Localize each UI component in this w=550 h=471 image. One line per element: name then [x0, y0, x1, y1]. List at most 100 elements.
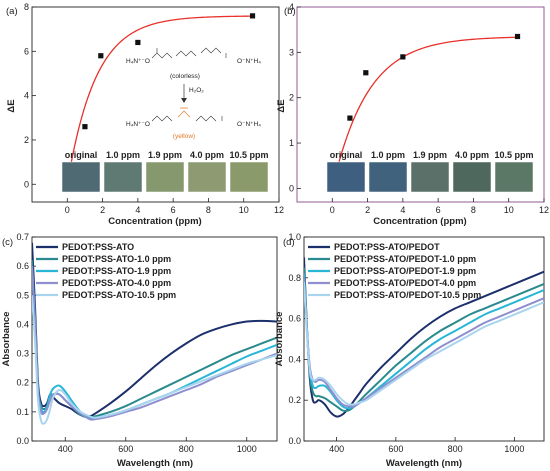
- x-tick-label: 12: [539, 205, 549, 215]
- inset-bottom-peroxo-bonds: [177, 107, 191, 118]
- swatch-label: original: [65, 150, 98, 160]
- legend-label: PEDOT:PSS-ATO: [62, 242, 134, 252]
- data-point: [98, 53, 104, 59]
- x-tick-label: 400: [329, 444, 344, 454]
- panel-d-x-axis-label: Wavelength (nm): [386, 458, 462, 469]
- panel-b-color-swatches: original 1.0 ppm 1.9 ppm 4.0 ppm 10.5 ppm: [326, 150, 534, 193]
- x-tick-label: 800: [448, 444, 463, 454]
- x-tick-label: 8: [206, 205, 211, 215]
- x-tick-label: 800: [179, 444, 194, 454]
- y-tick-label: 0: [289, 183, 294, 193]
- panel-d: (d) Wavelength (nm) Absorbance 400 600 800…: [274, 232, 545, 469]
- series-line: [32, 242, 277, 418]
- swatch-label: original: [330, 150, 363, 160]
- panel-b-frame: [296, 6, 545, 203]
- x-tick-label: 600: [118, 444, 133, 454]
- x-tick-label: 10: [504, 205, 514, 215]
- x-tick-label: 12: [274, 205, 284, 215]
- x-tick-label: 6: [436, 205, 441, 215]
- panel-b-y-ticks: 0 1 2 3 4: [289, 2, 301, 193]
- data-point: [363, 70, 369, 76]
- color-swatch: [145, 161, 185, 193]
- x-tick-label: 1000: [504, 444, 524, 454]
- color-swatch: [326, 161, 366, 193]
- color-swatch: [452, 161, 492, 193]
- inset-top-molecule-bonds: [151, 47, 227, 59]
- y-tick-label: 0.7: [16, 232, 29, 242]
- y-tick-label: 0.4: [16, 319, 29, 329]
- inset-bottom-molecule-bonds: [151, 115, 223, 122]
- data-point: [514, 33, 521, 40]
- series-line: [32, 295, 277, 425]
- panel-c-plot: [32, 242, 277, 425]
- color-swatch: [494, 161, 534, 193]
- panel-a-frame: [31, 6, 280, 203]
- inset-top-left-group: H₄N⁺⁻O: [126, 58, 150, 65]
- fit-curve: [331, 36, 518, 189]
- y-tick-label: 2: [289, 93, 294, 103]
- panel-c-label: (c): [2, 237, 13, 248]
- y-tick-label: 0.5: [16, 290, 29, 300]
- color-swatch: [61, 161, 101, 193]
- data-point: [249, 13, 256, 19]
- chemical-structure-inset: H₄N⁺⁻O O⁻N⁺H₄ (colorless) H₂O₂ H₄N⁺⁻O O⁻…: [126, 47, 261, 140]
- x-tick-label: 8: [471, 205, 476, 215]
- panel-a-label: (a): [6, 6, 18, 17]
- panel-b-y-axis-label: ΔE: [276, 99, 287, 112]
- y-tick-label: 0.3: [16, 349, 29, 359]
- series-line: [32, 266, 277, 421]
- x-tick-label: 0: [330, 205, 335, 215]
- legend-label: PEDOT:PSS-ATO-4.0 ppm: [62, 278, 171, 288]
- inset-reagent-label: H₂O₂: [189, 87, 204, 94]
- x-tick-label: 600: [388, 444, 403, 454]
- data-point: [400, 54, 406, 60]
- inset-colorless-label: (colorless): [170, 73, 200, 80]
- panel-c: (c) Wavelength (nm) Absorbance 400 600 800…: [1, 232, 278, 469]
- swatch-label: 1.0 ppm: [371, 150, 405, 160]
- panel-a: (a) Concentration (ppm) ΔE 0 2 4 6 8 10 12 0 2 4…: [6, 2, 284, 227]
- y-tick-label: 1.0: [288, 232, 301, 242]
- panel-c-frame: [31, 236, 278, 442]
- inset-bottom-left-group: H₄N⁺⁻O: [126, 121, 150, 128]
- panel-a-x-axis-label: Concentration (ppm): [108, 216, 201, 227]
- legend-label: PEDOT:PSS-ATO/PEDOT-10.5 ppm: [334, 290, 481, 300]
- data-point: [347, 115, 353, 121]
- x-tick-label: 400: [58, 444, 73, 454]
- panel-b-x-axis-label: Concentration (ppm): [373, 216, 466, 227]
- x-tick-label: 10: [239, 205, 249, 215]
- panel-b-label: (b): [284, 6, 296, 17]
- data-point: [135, 39, 141, 46]
- panel-c-x-axis-label: Wavelength (nm): [117, 458, 193, 469]
- panel-c-y-axis-label: Absorbance: [1, 312, 12, 367]
- x-tick-label: 4: [135, 205, 140, 215]
- legend-label: PEDOT:PSS-ATO-1.0 ppm: [62, 254, 171, 264]
- color-swatch: [187, 161, 227, 193]
- x-tick-label: 4: [400, 205, 405, 215]
- panel-c-legend: PEDOT:PSS-ATO PEDOT:PSS-ATO-1.0 ppm PEDOT:…: [36, 242, 176, 300]
- y-tick-label: 1: [289, 138, 294, 148]
- inset-yellow-label: (yellow): [173, 133, 195, 140]
- data-point: [82, 124, 88, 130]
- panel-d-frame: [303, 236, 545, 442]
- y-tick-label: 0.8: [288, 273, 301, 283]
- legend-label: PEDOT:PSS-ATO/PEDOT-4.0 ppm: [334, 278, 476, 288]
- color-swatch: [410, 161, 450, 193]
- y-tick-label: 0.6: [288, 314, 301, 324]
- panel-a-color-swatches: original 1.0 ppm 1.9 ppm 4.0 ppm 10.5 ppm: [61, 150, 269, 193]
- color-swatch: [229, 161, 269, 193]
- color-swatch: [368, 161, 408, 193]
- inset-bottom-right-group: O⁻N⁺H₄: [237, 121, 261, 128]
- panel-d-y-ticks: 0.0 0.2 0.4 0.6 0.8 1.0: [288, 232, 308, 446]
- panel-d-label: (d): [283, 237, 295, 248]
- y-tick-label: 0.0: [16, 436, 29, 446]
- legend-label: PEDOT:PSS-ATO-10.5 ppm: [62, 290, 176, 300]
- swatch-label: 1.0 ppm: [106, 150, 140, 160]
- panel-d-x-ticks: 400 600 800 1000: [329, 437, 524, 454]
- legend-label: PEDOT:PSS-ATO/PEDOT-1.0 ppm: [334, 254, 476, 264]
- color-swatch: [103, 161, 143, 193]
- inset-top-right-group: O⁻N⁺H₄: [237, 58, 261, 65]
- panel-d-legend: PEDOT:PSS-ATO/PEDOT PEDOT:PSS-ATO/PEDOT-1…: [308, 242, 481, 300]
- y-tick-label: 4: [289, 2, 294, 12]
